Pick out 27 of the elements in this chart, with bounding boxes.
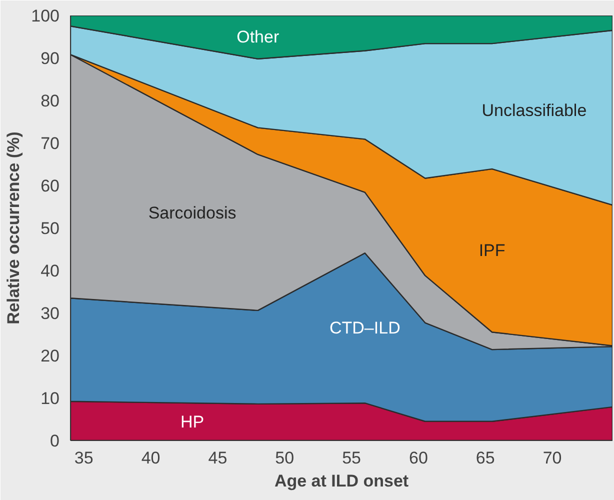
y-tick-label: 90 (40, 49, 60, 68)
x-tick-label: 70 (542, 448, 562, 468)
y-tick-label: 30 (40, 304, 60, 323)
x-tick-label: 50 (275, 448, 294, 468)
series-label: HP (180, 412, 204, 432)
y-tick-label: 60 (40, 176, 60, 196)
series-label: Other (236, 28, 280, 47)
y-tick-label: 80 (40, 92, 60, 110)
series-label: CTD–ILD (329, 318, 400, 338)
x-tick-label: 55 (342, 448, 362, 468)
y-tick-label: 0 (50, 432, 60, 450)
series-label: Unclassifiable (482, 100, 587, 120)
x-tick-label: 65 (476, 448, 495, 468)
series-label: IPF (478, 241, 506, 260)
x-tick-label: 45 (208, 448, 228, 468)
x-tick-label: 35 (74, 448, 94, 468)
y-tick-label: 70 (40, 134, 60, 153)
x-axis-title: Age at ILD onset (274, 472, 409, 490)
y-tick-label: 10 (40, 389, 60, 408)
x-tick-label: 40 (141, 448, 160, 468)
series-label: Sarcoidosis (148, 203, 236, 222)
y-tick-label: 50 (40, 219, 60, 238)
y-tick-label: 100 (31, 6, 60, 26)
y-tick-label: 20 (40, 346, 60, 366)
x-tick-label: 60 (408, 448, 428, 468)
y-tick-label: 40 (40, 262, 60, 280)
y-axis-title: Relative occurrence (%) (4, 132, 24, 324)
